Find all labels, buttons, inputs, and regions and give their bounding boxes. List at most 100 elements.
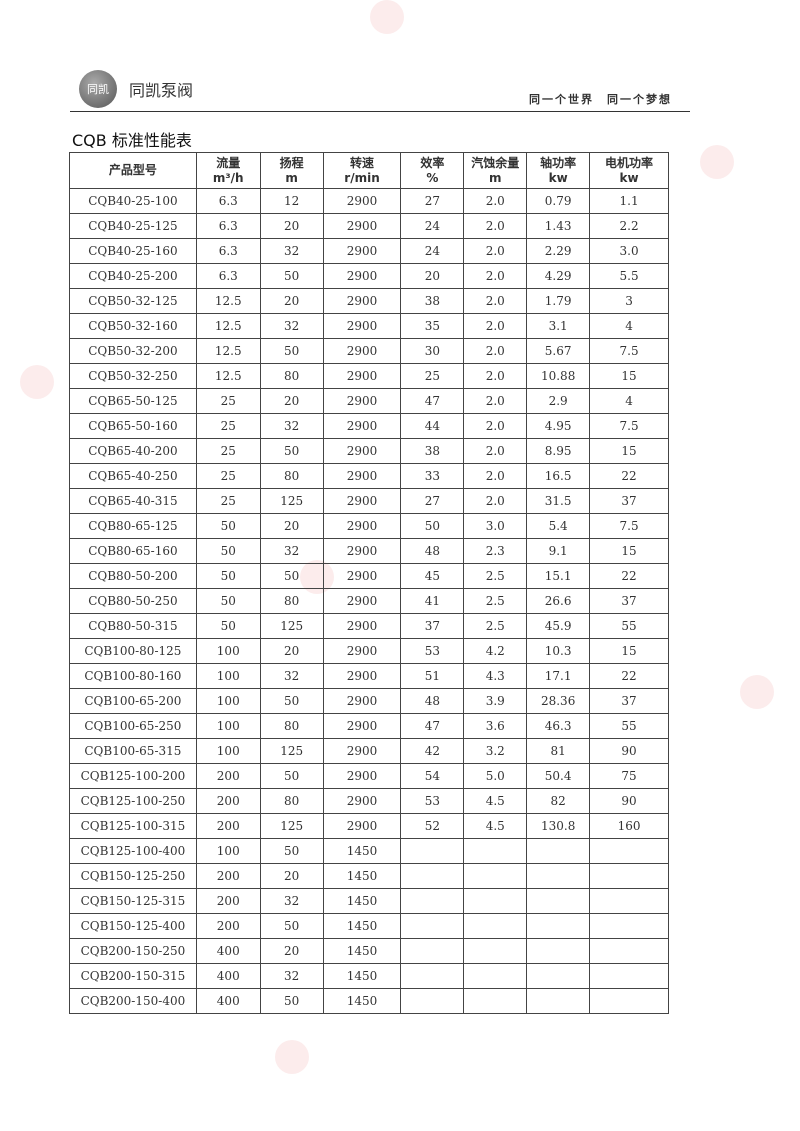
table-cell: 2900 xyxy=(322,188,402,214)
table-cell xyxy=(589,838,669,864)
table-cell: 38 xyxy=(400,288,465,314)
table-cell: 2.0 xyxy=(463,313,528,339)
table-cell: 1450 xyxy=(322,863,402,889)
table-row: CQB40-25-160 6.3 32 2900 24 2.0 2.29 3.0 xyxy=(69,238,669,264)
table-row: CQB125-100-315 200 125 2900 52 4.5 130.8 160 xyxy=(69,813,669,839)
table-cell: CQB100-80-160 xyxy=(69,663,197,689)
table-cell: 32 xyxy=(259,963,324,989)
table-cell: 20 xyxy=(259,513,324,539)
table-cell: 160 xyxy=(589,813,669,839)
table-cell: 2.0 xyxy=(463,413,528,439)
column-unit: kw xyxy=(619,170,639,185)
table-cell: 4 xyxy=(589,388,669,414)
table-cell: 48 xyxy=(400,688,465,714)
table-cell: 22 xyxy=(589,663,669,689)
table-cell: 15.1 xyxy=(526,563,591,589)
table-cell: 3.0 xyxy=(463,513,528,539)
table-cell: 2900 xyxy=(322,763,402,789)
table-cell: 2900 xyxy=(322,688,402,714)
table-cell: 37 xyxy=(589,688,669,714)
table-row: CQB80-65-125 50 20 2900 50 3.0 5.4 7.5 xyxy=(69,513,669,539)
table-cell: 3.6 xyxy=(463,713,528,739)
column-title: 汽蚀余量 xyxy=(471,155,520,170)
table-cell xyxy=(589,913,669,939)
table-cell: 12.5 xyxy=(195,338,261,364)
table-cell: 32 xyxy=(259,238,324,264)
table-cell: 80 xyxy=(259,588,324,614)
table-cell: 200 xyxy=(195,813,261,839)
table-cell: 51 xyxy=(400,663,465,689)
table-cell: 7.5 xyxy=(589,513,669,539)
table-cell: 17.1 xyxy=(526,663,591,689)
column-title: 流量 xyxy=(216,155,241,170)
table-cell: 1.1 xyxy=(589,188,669,214)
table-cell: 2.9 xyxy=(526,388,591,414)
column-header: 转速 r/min xyxy=(322,152,402,189)
column-title: 效率 xyxy=(420,155,445,170)
table-cell xyxy=(463,838,528,864)
table-cell: 100 xyxy=(195,738,261,764)
table-cell: CQB65-50-160 xyxy=(69,413,197,439)
logo-text: 同凯 xyxy=(87,83,109,96)
table-cell: 0.79 xyxy=(526,188,591,214)
table-cell: 32 xyxy=(259,313,324,339)
table-cell xyxy=(400,988,465,1014)
table-row: CQB150-125-250 200 20 1450 xyxy=(69,863,669,889)
table-cell xyxy=(526,863,591,889)
table-cell: 90 xyxy=(589,738,669,764)
table-cell: CQB40-25-125 xyxy=(69,213,197,239)
table-cell xyxy=(589,988,669,1014)
table-cell: 50 xyxy=(259,263,324,289)
column-header: 产品型号 xyxy=(69,152,197,189)
table-cell xyxy=(526,938,591,964)
table-cell: 55 xyxy=(589,613,669,639)
table-row: CQB100-65-250 100 80 2900 47 3.6 46.3 55 xyxy=(69,713,669,739)
table-row: CQB50-32-200 12.5 50 2900 30 2.0 5.67 7.5 xyxy=(69,338,669,364)
table-cell: 32 xyxy=(259,663,324,689)
page-title: CQB 标准性能表 xyxy=(72,131,192,150)
table-row: CQB50-32-250 12.5 80 2900 25 2.0 10.88 15 xyxy=(69,363,669,389)
table-cell: 4.5 xyxy=(463,788,528,814)
table-cell: 100 xyxy=(195,713,261,739)
table-cell: CQB50-32-250 xyxy=(69,363,197,389)
watermark xyxy=(370,0,404,34)
table-cell: 6.3 xyxy=(195,263,261,289)
table-row: CQB65-40-250 25 80 2900 33 2.0 16.5 22 xyxy=(69,463,669,489)
table-cell: 2900 xyxy=(322,663,402,689)
table-cell: 20 xyxy=(259,388,324,414)
table-cell: CQB40-25-200 xyxy=(69,263,197,289)
table-cell xyxy=(526,838,591,864)
table-cell: 37 xyxy=(589,488,669,514)
table-cell: 400 xyxy=(195,988,261,1014)
table-row: CQB100-65-315 100 125 2900 42 3.2 81 90 xyxy=(69,738,669,764)
table-cell: 10.3 xyxy=(526,638,591,664)
table-cell: 2.0 xyxy=(463,338,528,364)
table-cell xyxy=(589,938,669,964)
company-logo: 同凯 xyxy=(79,70,117,108)
table-cell: 2900 xyxy=(322,263,402,289)
table-cell: 2.3 xyxy=(463,538,528,564)
table-cell: 2.2 xyxy=(589,213,669,239)
table-cell: 2.0 xyxy=(463,238,528,264)
table-cell: 42 xyxy=(400,738,465,764)
table-cell: 12.5 xyxy=(195,313,261,339)
table-cell: CQB150-125-400 xyxy=(69,913,197,939)
table-cell: 2900 xyxy=(322,638,402,664)
table-cell: 3.2 xyxy=(463,738,528,764)
table-cell: 100 xyxy=(195,838,261,864)
table-cell: 50 xyxy=(259,338,324,364)
table-cell: 50 xyxy=(259,988,324,1014)
table-cell: 32 xyxy=(259,413,324,439)
column-title: 轴功率 xyxy=(540,155,577,170)
table-cell: 5.67 xyxy=(526,338,591,364)
table-cell: 50 xyxy=(195,588,261,614)
table-cell: 20 xyxy=(259,288,324,314)
table-cell: 38 xyxy=(400,438,465,464)
table-cell: 5.4 xyxy=(526,513,591,539)
column-unit: m xyxy=(285,170,298,185)
table-cell: 2900 xyxy=(322,588,402,614)
table-cell: 2900 xyxy=(322,238,402,264)
table-cell: 200 xyxy=(195,763,261,789)
table-cell: CQB80-50-315 xyxy=(69,613,197,639)
table-cell: 125 xyxy=(259,613,324,639)
